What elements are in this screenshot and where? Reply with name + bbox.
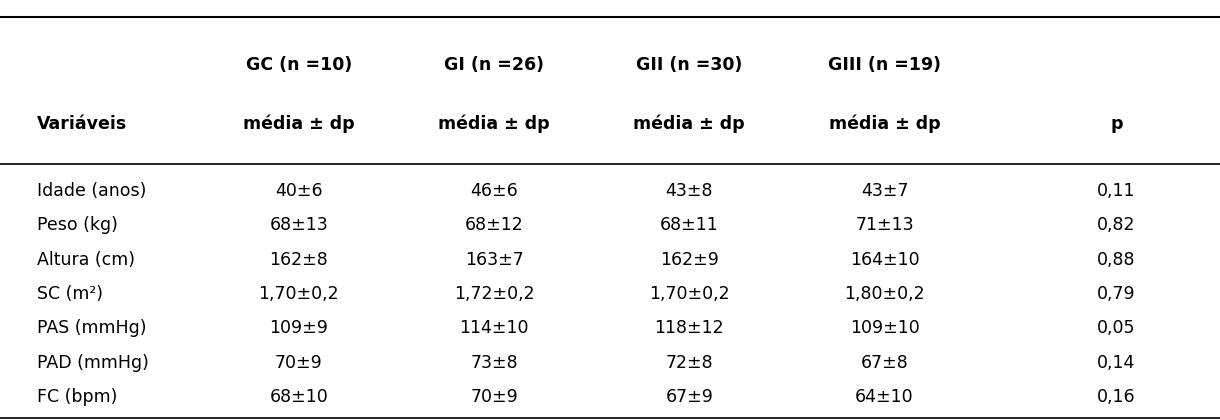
Text: 1,70±0,2: 1,70±0,2 — [649, 285, 730, 303]
Text: 68±11: 68±11 — [660, 216, 719, 234]
Text: Peso (kg): Peso (kg) — [37, 216, 117, 234]
Text: 1,72±0,2: 1,72±0,2 — [454, 285, 534, 303]
Text: 40±6: 40±6 — [274, 182, 323, 200]
Text: GI (n =26): GI (n =26) — [444, 56, 544, 74]
Text: 1,70±0,2: 1,70±0,2 — [259, 285, 339, 303]
Text: Altura (cm): Altura (cm) — [37, 251, 134, 269]
Text: 46±6: 46±6 — [470, 182, 518, 200]
Text: 0,82: 0,82 — [1097, 216, 1136, 234]
Text: PAD (mmHg): PAD (mmHg) — [37, 354, 149, 372]
Text: média ± dp: média ± dp — [828, 115, 941, 133]
Text: SC (m²): SC (m²) — [37, 285, 102, 303]
Text: FC (bpm): FC (bpm) — [37, 388, 117, 406]
Text: 43±7: 43±7 — [861, 182, 908, 200]
Text: 72±8: 72±8 — [665, 354, 714, 372]
Text: p: p — [1110, 115, 1122, 133]
Text: 70±9: 70±9 — [470, 388, 518, 406]
Text: média ± dp: média ± dp — [438, 115, 550, 133]
Text: 71±13: 71±13 — [855, 216, 914, 234]
Text: Variáveis: Variáveis — [37, 115, 127, 133]
Text: 109±9: 109±9 — [270, 319, 328, 337]
Text: 109±10: 109±10 — [849, 319, 920, 337]
Text: 43±8: 43±8 — [666, 182, 712, 200]
Text: GC (n =10): GC (n =10) — [245, 56, 353, 74]
Text: 67±9: 67±9 — [665, 388, 714, 406]
Text: 0,88: 0,88 — [1097, 251, 1136, 269]
Text: 64±10: 64±10 — [855, 388, 914, 406]
Text: 114±10: 114±10 — [460, 319, 528, 337]
Text: GIII (n =19): GIII (n =19) — [828, 56, 941, 74]
Text: 0,05: 0,05 — [1097, 319, 1136, 337]
Text: 1,80±0,2: 1,80±0,2 — [844, 285, 925, 303]
Text: PAS (mmHg): PAS (mmHg) — [37, 319, 146, 337]
Text: GII (n =30): GII (n =30) — [636, 56, 743, 74]
Text: 68±13: 68±13 — [270, 216, 328, 234]
Text: 73±8: 73±8 — [470, 354, 518, 372]
Text: Idade (anos): Idade (anos) — [37, 182, 146, 200]
Text: média ± dp: média ± dp — [633, 115, 745, 133]
Text: 162±9: 162±9 — [660, 251, 719, 269]
Text: 0,14: 0,14 — [1097, 354, 1136, 372]
Text: 163±7: 163±7 — [465, 251, 523, 269]
Text: 68±12: 68±12 — [465, 216, 523, 234]
Text: 0,11: 0,11 — [1097, 182, 1136, 200]
Text: 0,16: 0,16 — [1097, 388, 1136, 406]
Text: 70±9: 70±9 — [274, 354, 323, 372]
Text: 0,79: 0,79 — [1097, 285, 1136, 303]
Text: 164±10: 164±10 — [849, 251, 920, 269]
Text: 118±12: 118±12 — [654, 319, 725, 337]
Text: média ± dp: média ± dp — [243, 115, 355, 133]
Text: 162±8: 162±8 — [270, 251, 328, 269]
Text: 67±8: 67±8 — [860, 354, 909, 372]
Text: 68±10: 68±10 — [270, 388, 328, 406]
